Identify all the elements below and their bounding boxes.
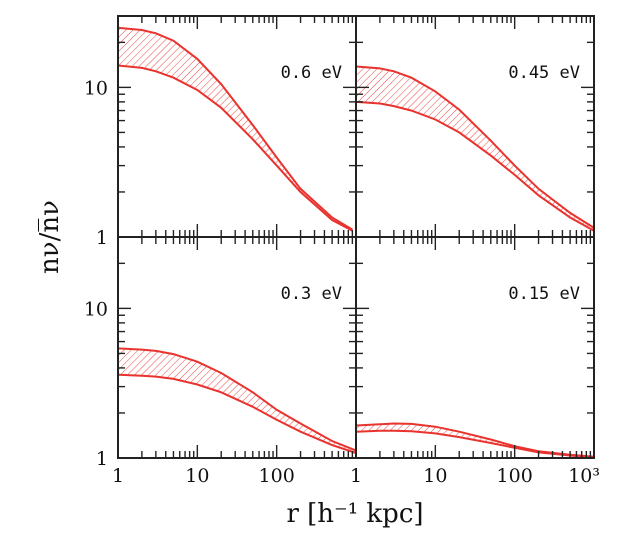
curve-lower: [355, 429, 595, 459]
band-fill: [118, 27, 353, 231]
axis-text-group: r [h⁻¹ kpc] nν/n̅ν: [35, 200, 424, 529]
curve-upper: [117, 26, 353, 231]
panel-frame: [117, 236, 357, 459]
band-fill: [356, 66, 594, 231]
panel-label: 0.15 eV: [508, 284, 580, 304]
y-axis-title: nν/n̅ν: [35, 200, 65, 274]
curve-upper: [117, 347, 357, 452]
x-tick-label: 100: [497, 465, 533, 487]
panel-frame: [355, 236, 595, 459]
panel-1: 0.6 eV: [117, 15, 357, 238]
y-tick-label: 1: [96, 227, 108, 249]
curve-upper: [355, 65, 595, 229]
panel-label: 0.45 eV: [508, 63, 580, 83]
x-tick-label: 1: [112, 465, 124, 487]
curve-lower: [355, 100, 595, 232]
panel-4: 0.15 eV: [355, 236, 595, 459]
curve-lower: [117, 64, 353, 232]
x-axis-title: r [h⁻¹ kpc]: [286, 499, 423, 529]
curve-lower: [117, 373, 357, 454]
x-tick-label: 10: [185, 465, 209, 487]
y-tick-label: 10: [84, 298, 108, 320]
panel-2: 0.45 eV: [355, 15, 595, 238]
panel-label: 0.6 eV: [281, 63, 342, 83]
panels-group: 0.6 eV 0.45 eV 0.3 eV 0.15 eV 1 10 1 10 1 10 100 1 1…: [84, 15, 600, 487]
panel-label: 0.3 eV: [281, 284, 342, 304]
band-fill: [118, 348, 356, 453]
band-fill: [356, 423, 594, 458]
x-tick-label: 100: [259, 465, 295, 487]
y-tick-label: 10: [84, 77, 108, 99]
y-tick-label: 1: [96, 448, 108, 470]
curve-upper: [355, 422, 595, 458]
x-tick-label: 1: [350, 465, 362, 487]
panel-3: 0.3 eV: [117, 236, 357, 459]
x-tick-label: 10³: [568, 465, 600, 487]
x-tick-label: 10: [423, 465, 447, 487]
